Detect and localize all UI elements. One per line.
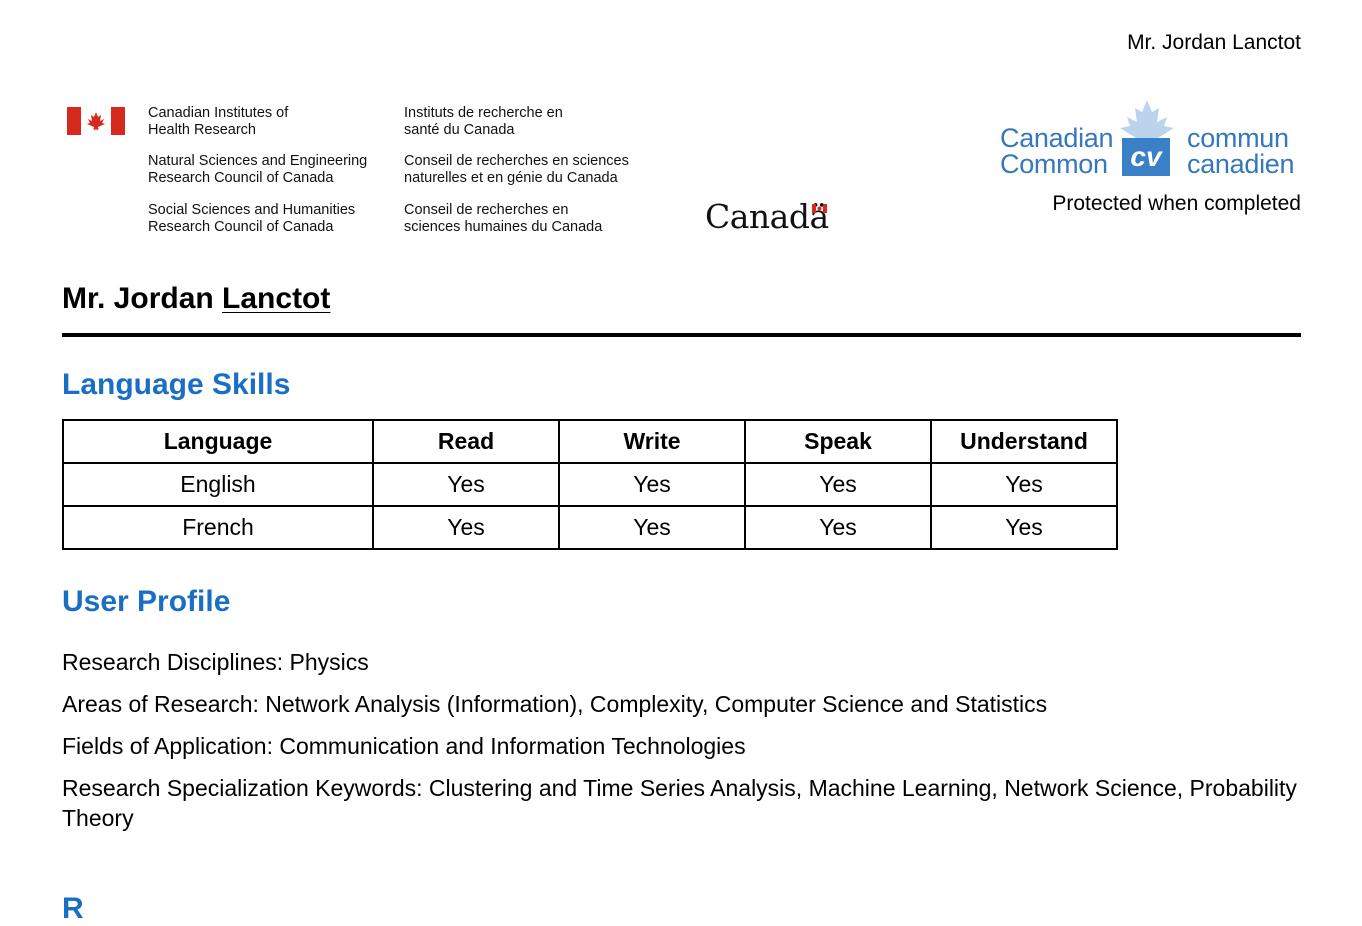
cv-page: Mr. Jordan Lanctot Canadian Institutes o… — [62, 31, 1301, 925]
table-cell: Yes — [930, 505, 1118, 550]
fields-of-application: Fields of Application: Communication and… — [62, 733, 746, 759]
canada-flag-icon — [67, 107, 125, 135]
person-title: Mr. Jordan Lanctot — [62, 282, 330, 316]
person-prefix: Mr. Jordan — [62, 282, 214, 315]
ccv-text-canadian: Canadian — [1000, 123, 1114, 153]
table-cell: Yes — [558, 505, 746, 550]
research-disciplines: Research Disciplines: Physics — [62, 649, 369, 675]
table-cell: Yes — [372, 462, 560, 507]
ccv-text-common: Common — [1000, 149, 1108, 179]
next-section-heading: R — [62, 892, 84, 925]
wordmark-flag-icon — [812, 204, 827, 213]
agency-sshrc-en: Social Sciences and Humanities Research C… — [148, 202, 356, 235]
ccv-logo: Canadian Common cv commun canadien — [1000, 100, 1300, 184]
table-cell: Yes — [558, 462, 746, 507]
table-header-row: Language Read Write Speak Understand — [62, 419, 1118, 464]
table-cell: Yes — [744, 462, 932, 507]
table-row: English Yes Yes Yes Yes — [62, 462, 1118, 507]
title-rule — [62, 333, 1301, 337]
ccv-text-commun: commun — [1187, 123, 1289, 153]
user-profile-heading: User Profile — [62, 585, 231, 618]
column-header: Understand — [930, 419, 1118, 464]
header-name: Mr. Jordan Lanctot — [1127, 31, 1301, 54]
canada-wordmark: Canadä — [705, 197, 829, 236]
agency-cihr-fr: Instituts de recherche en santé du Canada — [404, 105, 563, 138]
table-cell: Yes — [744, 505, 932, 550]
person-surname: Lanctot — [222, 282, 331, 315]
agency-nserc-en: Natural Sciences and Engineering Research… — [148, 153, 368, 186]
column-header: Read — [372, 419, 560, 464]
table-cell: French — [62, 505, 374, 550]
ccv-text-canadien: canadien — [1187, 149, 1295, 179]
table-cell: Yes — [930, 462, 1118, 507]
table-cell: Yes — [372, 505, 560, 550]
language-table: Language Read Write Speak Understand Eng… — [62, 419, 1118, 550]
protected-notice: Protected when completed — [1052, 192, 1301, 215]
table-cell: English — [62, 462, 374, 507]
specialization-keywords: Research Specialization Keywords: Cluste… — [62, 775, 1297, 831]
column-header: Language — [62, 419, 374, 464]
column-header: Speak — [744, 419, 932, 464]
agency-sshrc-fr: Conseil de recherches en sciences humaine… — [404, 202, 603, 235]
agency-nserc-fr: Conseil de recherches en sciences naturel… — [404, 153, 629, 186]
language-skills-heading: Language Skills — [62, 368, 291, 401]
areas-of-research: Areas of Research: Network Analysis (Inf… — [62, 691, 1048, 717]
maple-leaf-icon — [1120, 100, 1174, 146]
table-row: French Yes Yes Yes Yes — [62, 505, 1118, 550]
agency-cihr-en: Canadian Institutes of Health Research — [148, 105, 289, 138]
column-header: Write — [558, 419, 746, 464]
ccv-badge: cv — [1122, 138, 1170, 176]
